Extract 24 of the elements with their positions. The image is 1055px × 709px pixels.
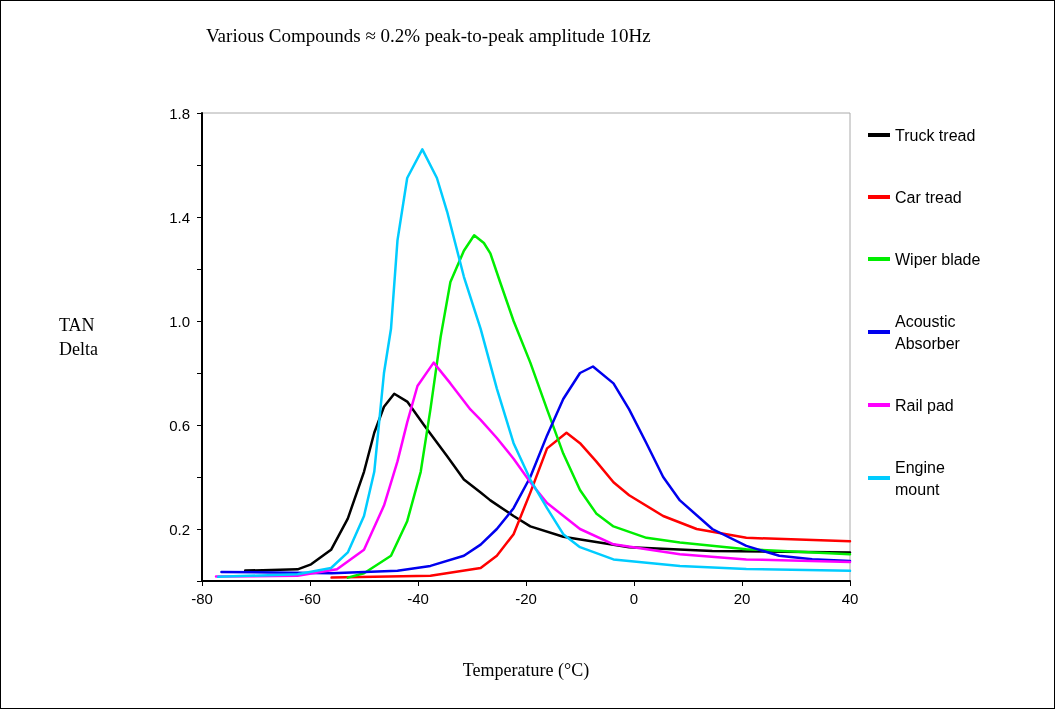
legend-label: Engine mount [895, 458, 945, 498]
legend-label: Wiper blade [895, 250, 981, 268]
y-tick-label: 1.0 [169, 312, 190, 330]
line-series [346, 233, 852, 579]
legend-label: Rail pad [895, 396, 954, 414]
chart-title: Various Compounds ≈ 0.2% peak-to-peak amplitude 10Hz [206, 25, 651, 46]
y-tick-label: 0.2 [169, 520, 190, 538]
line-series [216, 148, 852, 579]
x-tick-label: -60 [299, 590, 321, 607]
x-tick-label: 20 [733, 590, 751, 607]
x-tick-label: 0 [629, 590, 639, 607]
x-tick-label: 40 [841, 590, 859, 607]
y-axis-title: TAN Delta [59, 315, 98, 359]
legend-label: Car tread [895, 188, 962, 206]
y-tick-label: 0.6 [169, 416, 190, 434]
x-tick-label: -80 [191, 590, 213, 607]
legend-label: Truck tread [895, 126, 976, 144]
legend-label: Acoustic Absorber [895, 312, 961, 352]
x-axis-title: Temperature (°C) [462, 660, 590, 681]
x-tick-label: -20 [515, 590, 537, 607]
x-tick-label: -40 [407, 590, 429, 607]
line-series [330, 431, 852, 579]
y-tick-label: 1.4 [169, 208, 190, 226]
y-tick-label: 1.8 [169, 104, 190, 122]
